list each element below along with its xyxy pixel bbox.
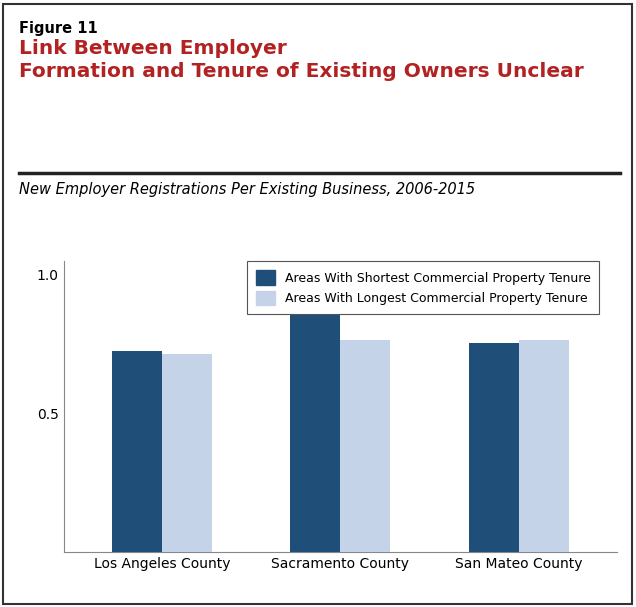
Bar: [469, 343, 519, 552]
Text: Link Between Employer
Formation and Tenure of Existing Owners Unclear: Link Between Employer Formation and Tenu…: [19, 39, 584, 81]
Bar: [290, 308, 340, 552]
Bar: [340, 340, 391, 552]
Bar: [162, 354, 212, 552]
Legend: Areas With Shortest Commercial Property Tenure, Areas With Longest Commercial Pr: Areas With Shortest Commercial Property …: [247, 262, 599, 314]
Text: Figure 11: Figure 11: [19, 21, 98, 36]
Bar: [112, 351, 162, 552]
Bar: [519, 340, 569, 552]
Text: New Employer Registrations Per Existing Business, 2006-2015: New Employer Registrations Per Existing …: [19, 182, 475, 197]
